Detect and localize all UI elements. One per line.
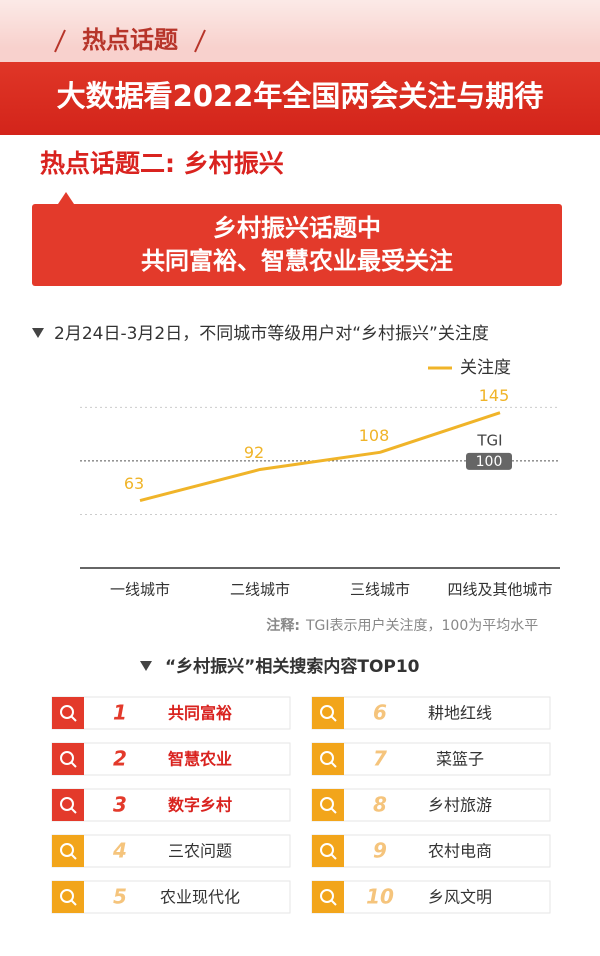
icon-handle [70,715,77,722]
item-text: 乡风文明 [428,888,492,907]
item-rank: 7 [373,747,387,771]
chart-title: 2月24日-3月2日，不同城市等级用户对“乡村振兴”关注度 [54,324,489,344]
section-title: 热点话题二: 乡村振兴 [40,149,284,178]
reference-label: TGI [476,431,502,449]
slash [194,29,206,53]
item-text: 智慧农业 [168,750,232,769]
triangle [140,661,152,671]
item-text: 数字乡村 [168,796,232,815]
icon-handle [330,807,337,814]
x-tick-label: 三线城市 [350,581,410,599]
note-label: 注释: [266,617,300,634]
item-box [51,742,291,776]
icon-handle [70,807,77,814]
pointer [58,192,74,204]
icon-handle [330,761,337,768]
item-rank: 10 [366,885,394,909]
triangle [32,328,44,338]
item-box [51,880,291,914]
icon-glass [60,889,74,903]
icon-handle [330,899,337,906]
item-text: 共同富裕 [168,704,232,723]
x-tick-label: 二线城市 [230,581,290,599]
item-icon [312,835,344,867]
data-label: 145 [479,386,510,405]
item-text: 三农问题 [168,842,232,861]
legend-label: 关注度 [460,358,511,378]
icon-glass [320,797,334,811]
header-title: 大数据看2022年全国两会关注与期待 [57,79,544,113]
x-tick-label: 四线及其他城市 [447,581,552,599]
item-text: 乡村旅游 [428,796,492,815]
item-rank: 6 [373,701,387,725]
item-rank: 8 [373,793,387,817]
header-tag: 热点话题 [82,26,178,54]
icon-handle [330,853,337,860]
search-item: 5 农业现代化 [51,880,291,914]
note: TGI表示用户关注度，100为平均水平 [305,617,538,634]
item-icon [52,697,84,729]
item-rank: 4 [112,839,127,863]
item-box [311,834,551,868]
item-text: 农村电商 [428,842,492,861]
icon-glass [320,705,334,719]
slash [54,29,66,53]
item-box [311,742,551,776]
banner-line: 共同富裕、智慧农业最受关注 [141,247,453,275]
reference-value: 100 [476,454,503,470]
search-item: 7 菜篮子 [311,742,551,776]
banner-line: 乡村振兴话题中 [213,214,381,242]
icon-handle [70,761,77,768]
item-icon [312,697,344,729]
search-item: 4 三农问题 [51,834,291,868]
icon-glass [60,797,74,811]
item-rank: 2 [113,747,127,771]
series-line [139,411,501,502]
item-icon [312,789,344,821]
search-item: 9 农村电商 [311,834,551,868]
item-text: 菜篮子 [436,750,484,769]
item-icon [312,743,344,775]
icon-handle [330,715,337,722]
item-icon [52,743,84,775]
banner [32,204,562,286]
icon-handle [70,853,77,860]
icon-glass [320,751,334,765]
icon-glass [60,751,74,765]
icon-glass [60,843,74,857]
item-icon [312,881,344,913]
item-rank: 3 [113,793,127,817]
item-rank: 9 [373,839,387,863]
item-icon [52,789,84,821]
icon-handle [70,899,77,906]
data-label: 63 [124,474,144,493]
icon-glass [60,705,74,719]
search-item: 10 乡风文明 [311,880,551,914]
data-label: 108 [359,426,390,445]
item-text: 农业现代化 [160,888,240,907]
item-rank: 5 [113,885,127,909]
item-box [311,880,551,914]
icon-glass [320,889,334,903]
reference-badge [466,452,512,470]
item-box [51,834,291,868]
item-box [311,696,551,730]
search-item: 1 共同富裕 [51,696,291,730]
item-text: 耕地红线 [428,704,492,723]
search-item: 2 智慧农业 [51,742,291,776]
header-top [0,0,600,62]
item-box [51,788,291,822]
search-item: 6 耕地红线 [311,696,551,730]
item-icon [52,835,84,867]
item-box [51,696,291,730]
x-tick-label: 一线城市 [110,581,170,599]
search-item: 3 数字乡村 [51,788,291,822]
search-title: “乡村振兴”相关搜索内容TOP10 [165,656,420,677]
icon-glass [320,843,334,857]
item-rank: 1 [113,701,127,725]
search-item: 8 乡村旅游 [311,788,551,822]
data-label: 92 [244,443,264,462]
item-icon [52,881,84,913]
